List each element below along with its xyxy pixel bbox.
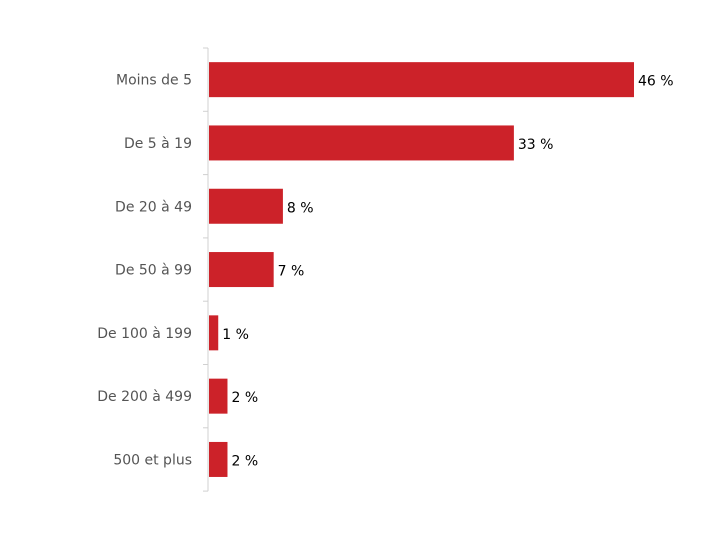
bar xyxy=(209,441,228,477)
data-label: 2 % xyxy=(231,453,258,469)
data-label: 1 % xyxy=(222,327,249,343)
category-label: De 5 à 19 xyxy=(124,136,192,152)
bar xyxy=(209,252,274,288)
category-label: De 20 à 49 xyxy=(115,199,192,215)
category-label: Moins de 5 xyxy=(116,73,192,89)
category-label: De 100 à 199 xyxy=(97,326,192,342)
bar xyxy=(209,125,514,161)
bar xyxy=(209,188,283,224)
bar xyxy=(209,62,634,98)
bar xyxy=(209,378,228,414)
data-label: 2 % xyxy=(231,390,258,406)
category-label: De 200 à 499 xyxy=(97,389,192,405)
bar xyxy=(209,315,219,351)
data-label: 33 % xyxy=(518,137,554,153)
category-label: 500 et plus xyxy=(113,452,192,468)
data-label: 46 % xyxy=(638,74,674,90)
category-label: De 50 à 99 xyxy=(115,263,192,279)
data-label: 7 % xyxy=(278,264,305,280)
data-label: 8 % xyxy=(287,200,314,216)
